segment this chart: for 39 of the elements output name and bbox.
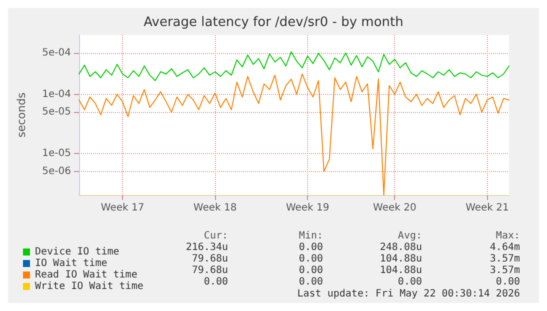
x-tick-label: Week 17 [100, 202, 144, 214]
text: Max: [496, 230, 520, 242]
text: 216.34u [186, 242, 228, 253]
text: 0.00 [298, 254, 324, 264]
y-tick-label: 5e-04 [42, 47, 71, 58]
x-tick-label: Week 19 [286, 202, 330, 214]
y-tick-label: 5e-05 [42, 106, 71, 118]
chart-title: Average latency for /dev/sr0 - by month [144, 15, 404, 30]
text: 3.57m [490, 254, 520, 264]
text: 0.00 [298, 276, 324, 288]
y-tick-label: 5e-06 [42, 166, 71, 177]
y-tick-label: 1e-05 [42, 148, 71, 160]
text: Min: [298, 230, 324, 242]
text: 248.08u [380, 242, 422, 253]
legend-label: IO Wait time [35, 258, 108, 269]
x-tick-label: Week 18 [193, 202, 237, 214]
line-series [78, 51, 510, 82]
text: 79.68u [192, 254, 228, 264]
text: 104.88u [380, 265, 422, 276]
text: 4.64m [490, 242, 520, 253]
text: 0.00 [298, 265, 324, 276]
y-tick-label: 1e-04 [42, 88, 71, 100]
line-series [78, 73, 510, 196]
text: 0.00 [298, 242, 324, 253]
legend-label: Read IO Wait time [35, 270, 138, 280]
text: 0.00 [398, 276, 422, 288]
y-axis-title: seconds [15, 92, 28, 138]
text: Avg: [398, 230, 422, 242]
text: 0.00 [496, 276, 520, 288]
text: 79.68u [192, 265, 228, 276]
legend-label: Write IO Wait time [35, 281, 144, 292]
text: 3.57m [490, 265, 520, 276]
x-tick-label: Week 21 [466, 202, 509, 214]
text: Cur: [204, 230, 228, 242]
x-tick-label: Week 20 [373, 202, 416, 214]
text: 104.88u [380, 254, 422, 264]
text: Last update: Fri May 22 00:30:14 2026 [297, 288, 520, 300]
legend-label: Device IO time [35, 246, 120, 258]
text: 0.00 [204, 276, 228, 288]
